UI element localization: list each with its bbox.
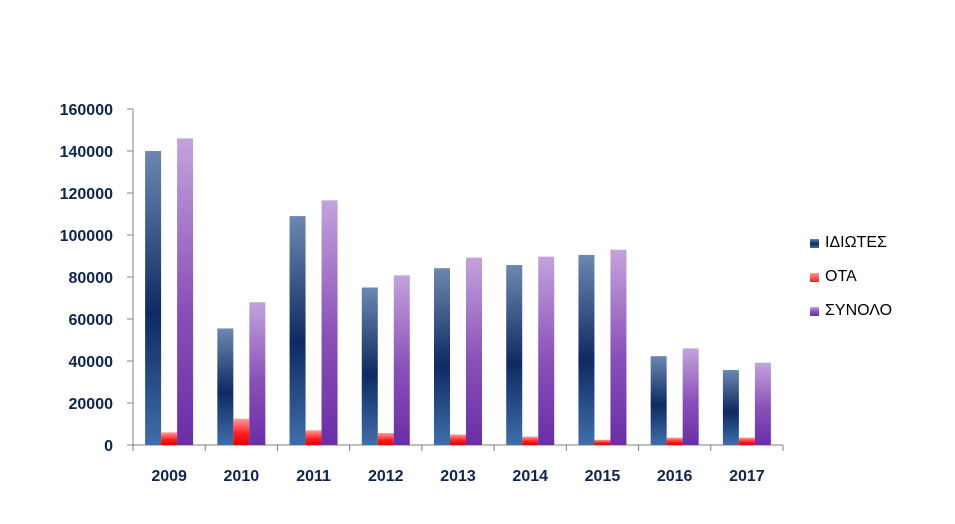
bar-2013-series-1 — [434, 268, 450, 445]
y-tick-label: 0 — [104, 438, 113, 455]
bar-2016-series-1 — [650, 356, 667, 445]
bar-2011-series-1 — [289, 216, 306, 445]
y-tick-label: 80000 — [69, 270, 114, 287]
y-tick-label: 160000 — [60, 102, 113, 119]
bar-2014-series-2 — [522, 436, 539, 445]
bar-2015-series-2 — [594, 439, 611, 445]
x-tick-label: 2013 — [440, 468, 476, 485]
y-tick-label: 20000 — [69, 396, 114, 413]
bar-2015-series-1 — [578, 254, 595, 445]
bar-2010-series-2 — [233, 418, 250, 445]
x-tick-label: 2011 — [296, 468, 331, 485]
bar-2010-series-1 — [217, 328, 234, 445]
bar-2014-series-1 — [506, 265, 523, 445]
bar-2012-series-1 — [361, 287, 378, 445]
y-tick-label: 100000 — [60, 228, 113, 245]
bar-2009-series-3 — [177, 138, 194, 445]
bar-2011-series-3 — [321, 200, 338, 445]
bar-2016-series-2 — [666, 437, 683, 445]
bar-2015-series-3 — [610, 249, 627, 445]
x-tick-label: 2010 — [224, 468, 260, 485]
x-tick-label: 2014 — [512, 468, 548, 485]
chart-bars — [145, 138, 771, 445]
legend-label-series-2: ΟΤΑ — [825, 268, 857, 285]
legend-item-series-3: ΣΥΝΟΛΟ — [810, 294, 892, 328]
bar-2017-series-3 — [754, 362, 771, 445]
chart-legend: ΙΔΙΩΤΕΣ ΟΤΑ ΣΥΝΟΛΟ — [810, 226, 892, 328]
bar-2017-series-2 — [738, 437, 755, 445]
y-tick-label: 40000 — [69, 354, 114, 371]
chart-labels: 0 20000 40000 60000 80000 100000 120000 140000 1… — [60, 102, 765, 485]
y-tick-label: 140000 — [60, 144, 113, 161]
bar-2013-series-2 — [450, 434, 466, 445]
x-tick-label: 2017 — [729, 468, 765, 485]
y-tick-label: 60000 — [69, 312, 114, 329]
bar-2012-series-3 — [393, 275, 410, 445]
bar-2010-series-3 — [249, 302, 266, 445]
legend-label-series-1: ΙΔΙΩΤΕΣ — [825, 234, 887, 251]
bar-2017-series-1 — [722, 370, 739, 445]
legend-swatch-series-1 — [810, 238, 819, 248]
y-tick-label: 120000 — [60, 186, 113, 203]
x-tick-label: 2009 — [151, 468, 187, 485]
x-tick-label: 2012 — [368, 468, 404, 485]
legend-swatch-series-2 — [810, 272, 819, 282]
legend-item-series-2: ΟΤΑ — [810, 260, 892, 294]
legend-label-series-3: ΣΥΝΟΛΟ — [825, 302, 893, 319]
x-tick-label: 2015 — [585, 468, 621, 485]
bar-2016-series-3 — [682, 348, 699, 445]
bar-2013-series-3 — [466, 257, 482, 445]
legend-swatch-series-3 — [810, 306, 819, 316]
bar-2011-series-2 — [305, 430, 322, 445]
x-tick-label: 2016 — [657, 468, 693, 485]
bar-2014-series-3 — [538, 256, 555, 445]
legend-item-series-1: ΙΔΙΩΤΕΣ — [810, 226, 892, 260]
bar-2009-series-1 — [145, 151, 162, 445]
bar-2009-series-2 — [161, 432, 178, 445]
bar-2012-series-2 — [377, 433, 394, 445]
